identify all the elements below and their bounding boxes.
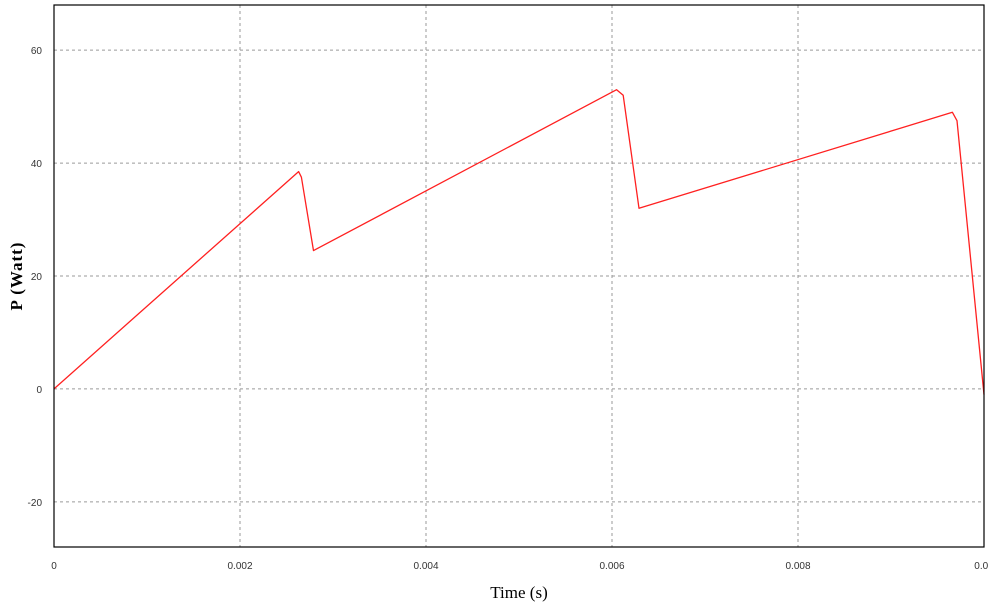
y-tick-label: 20 [31,272,43,283]
grid-lines [54,5,984,547]
x-tick-label: 0.002 [227,561,252,572]
y-axis-title: P (Watt) [7,242,26,311]
x-tick-label: 0 [51,561,57,572]
series-layer [53,89,985,395]
x-tick-label: 0.004 [413,561,438,572]
y-tick-label: 40 [31,159,43,170]
y-tick-label: -20 [28,498,43,509]
plot-frame [53,4,985,548]
x-tick-labels: 0 0.002 0.004 0.006 0.008 0.01 [51,561,988,572]
y-tick-labels: -20 0 20 40 60 [28,46,43,509]
y-tick-label: 60 [31,46,43,57]
y-tick-label: 0 [36,385,42,396]
x-tick-label: 0.008 [785,561,810,572]
x-tick-label: 0.006 [599,561,624,572]
x-tick-label: 0.01 [974,561,988,572]
series-line [53,89,985,395]
x-axis-title: Time (s) [490,583,547,602]
